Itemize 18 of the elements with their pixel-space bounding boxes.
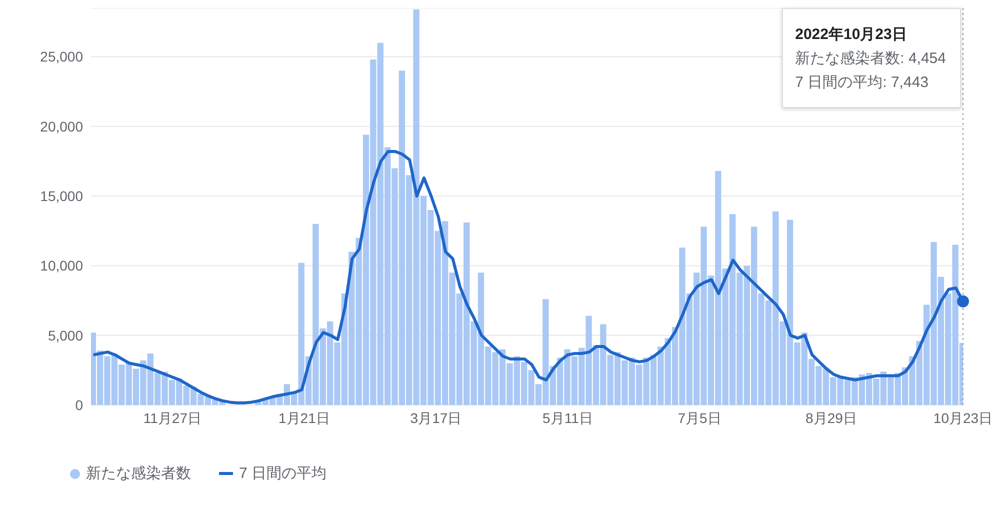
- legend-label: 7 日間の平均: [239, 464, 327, 483]
- x-tick-label: 11月27日: [143, 410, 202, 426]
- y-tick-label: 0: [75, 396, 84, 413]
- y-tick-label: 10,000: [40, 258, 84, 274]
- legend-label: 新たな感染者数: [86, 464, 191, 483]
- x-tick-label: 5月11日: [542, 410, 593, 426]
- annotation: 2022年10月23日: [795, 25, 908, 45]
- y-tick-label: 20,000: [40, 118, 84, 134]
- annotation: 7 日間の平均: 7,443: [795, 73, 930, 93]
- x-tick-label: 8月29日: [806, 410, 857, 426]
- y-tick-label: 5,000: [48, 327, 84, 344]
- x-tick-label: 10月23日: [933, 410, 993, 426]
- annotation: 新たな感染者数: 4,454: [795, 49, 946, 69]
- y-tick-label: 25,000: [40, 48, 84, 65]
- x-tick-label: 1月21日: [278, 410, 330, 426]
- x-tick-label: 3月17日: [410, 410, 462, 426]
- y-tick-label: 15,000: [40, 188, 84, 204]
- x-tick-label: 7月5日: [678, 410, 722, 426]
